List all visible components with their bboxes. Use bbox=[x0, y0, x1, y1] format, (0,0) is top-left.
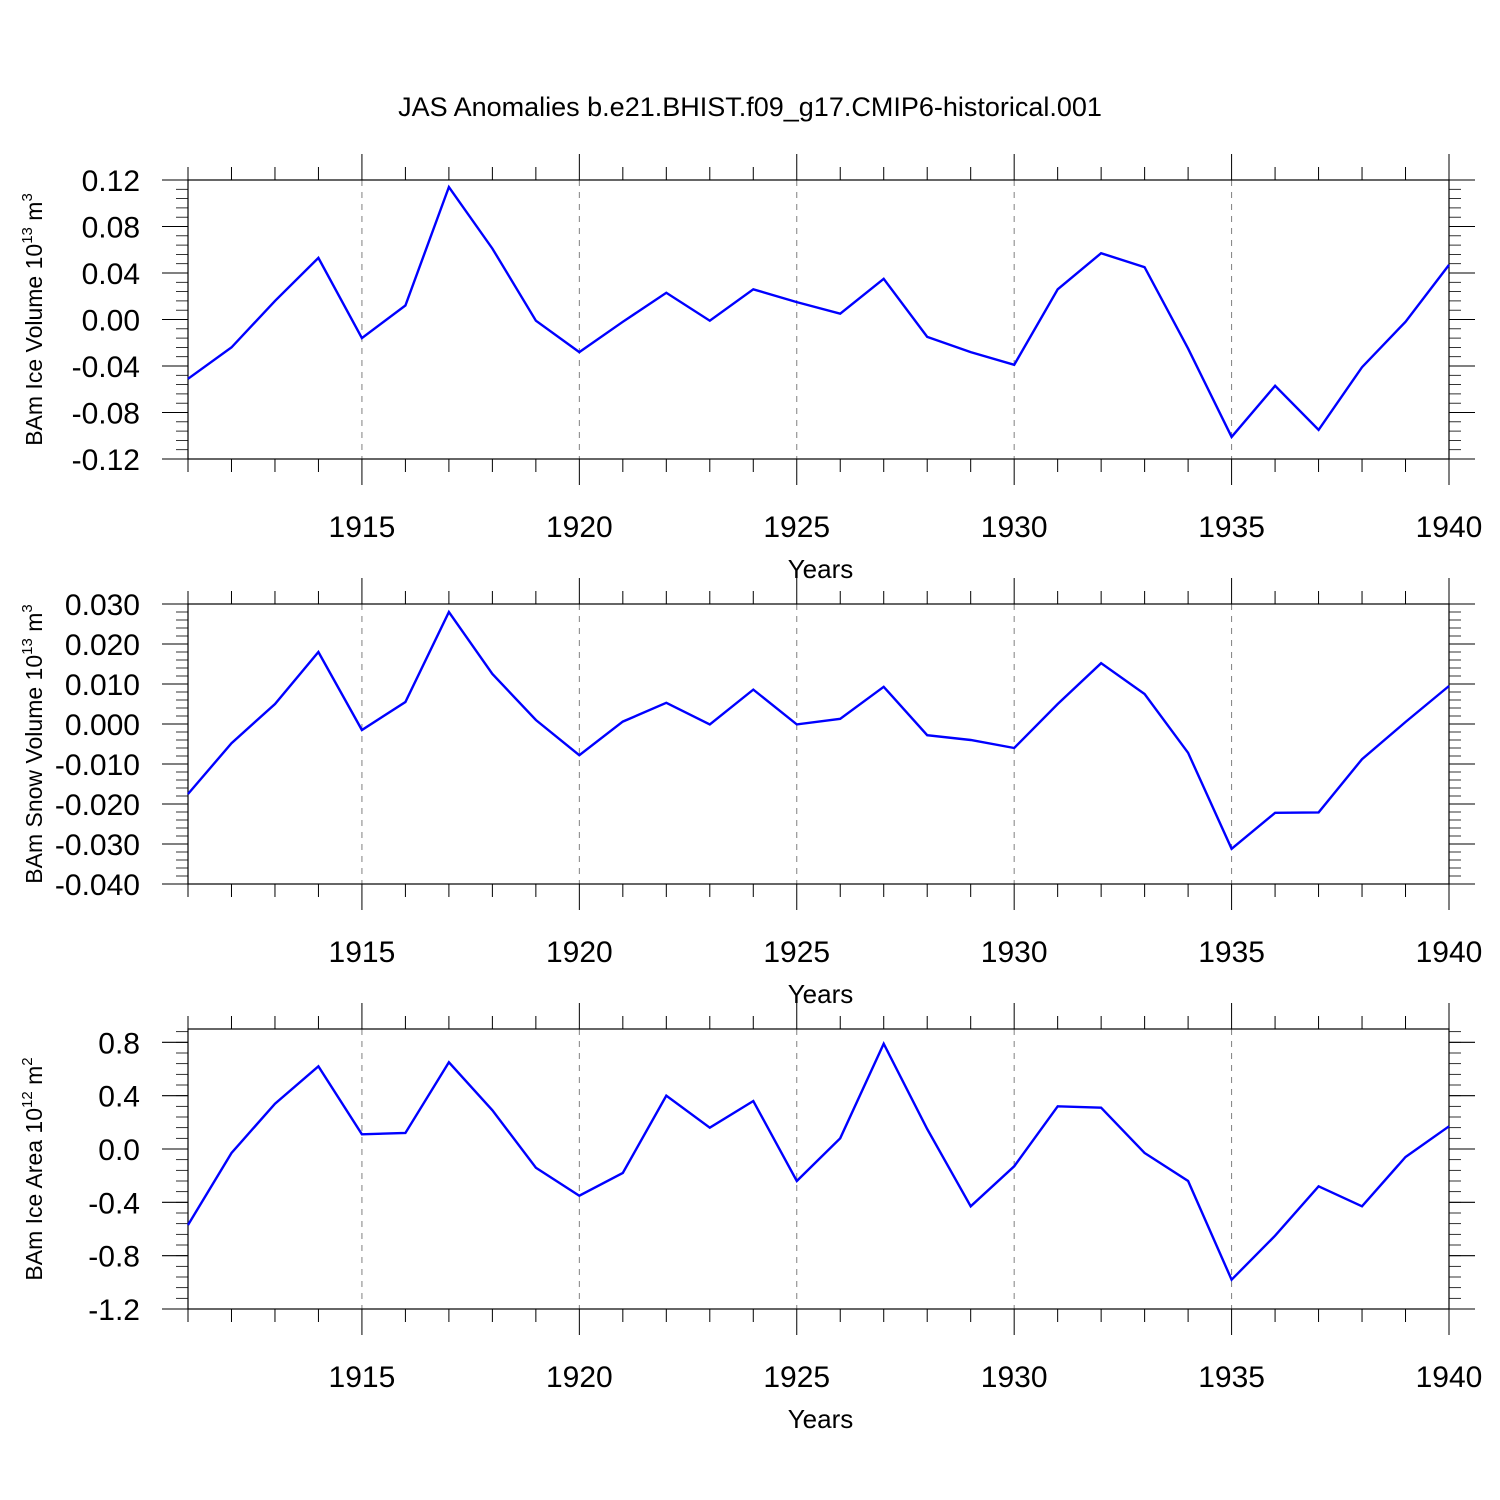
y-tick-label: -0.08 bbox=[72, 398, 140, 431]
y-axis-label: BAm Ice Area 1012 m2 bbox=[19, 1057, 47, 1280]
plot-frame bbox=[187, 1028, 1450, 1310]
y-axis-label-part: 13 bbox=[19, 638, 36, 655]
y-tick-label: 0.04 bbox=[82, 258, 140, 291]
plot-frame bbox=[187, 603, 1450, 885]
y-axis-label-part: 3 bbox=[19, 604, 36, 612]
x-tick-label: 1940 bbox=[1416, 511, 1483, 544]
y-tick-label: 0.000 bbox=[65, 709, 140, 742]
y-tick-label: 0.030 bbox=[65, 589, 140, 622]
y-tick-label: -0.030 bbox=[55, 829, 140, 862]
x-tick-label: 1920 bbox=[546, 936, 613, 969]
y-axis-label: BAm Snow Volume 1013 m3 bbox=[19, 604, 47, 883]
y-tick-label: 0.4 bbox=[98, 1081, 140, 1114]
y-axis-label-part: m bbox=[21, 202, 47, 228]
y-tick-label: 0.00 bbox=[82, 305, 140, 338]
y-tick-label: -0.020 bbox=[55, 789, 140, 822]
y-axis-label-part: 3 bbox=[19, 193, 36, 201]
x-axis-label: Years bbox=[788, 979, 854, 1009]
y-tick-label: 0.8 bbox=[98, 1027, 140, 1060]
series-line bbox=[186, 1040, 1450, 1282]
x-tick-label: 1915 bbox=[329, 936, 396, 969]
x-axis-label: Years bbox=[788, 554, 854, 584]
plot-frame bbox=[187, 179, 1450, 460]
y-axis-label-part: BAm Ice Area 10 bbox=[21, 1108, 47, 1281]
y-tick-label: 0.12 bbox=[82, 165, 140, 198]
chart-panel-3: 0.8 0.4 0.0 -0.4 -0.8 -1.2 1915 1920 1925 1930 193… bbox=[19, 1003, 1482, 1434]
y-tick-label: -0.04 bbox=[72, 351, 140, 384]
x-tick-label: 1930 bbox=[981, 511, 1048, 544]
y-tick-label: -0.12 bbox=[72, 444, 140, 477]
y-axis-label-part: BAm Ice Volume 10 bbox=[21, 244, 47, 446]
x-tick-label: 1925 bbox=[763, 936, 830, 969]
chart-panel-2: 0.030 0.020 0.010 0.000 -0.010 -0.020 -0.030 -0… bbox=[19, 578, 1482, 1009]
figure-title: JAS Anomalies b.e21.BHIST.f09_g17.CMIP6-… bbox=[398, 92, 1102, 122]
x-tick-label: 1940 bbox=[1416, 936, 1483, 969]
y-axis-label-part: BAm Snow Volume 10 bbox=[21, 655, 47, 884]
y-axis-label-part: 12 bbox=[19, 1091, 36, 1108]
x-tick-label: 1925 bbox=[763, 1361, 830, 1394]
x-tick-label: 1930 bbox=[981, 936, 1048, 969]
series-line bbox=[187, 184, 1450, 440]
x-tick-label: 1935 bbox=[1198, 1361, 1265, 1394]
y-axis-label-part: m bbox=[21, 613, 47, 639]
x-tick-label: 1925 bbox=[763, 511, 830, 544]
y-axis-label: BAm Ice Volume 1013 m3 bbox=[19, 193, 47, 446]
y-axis-label-part: 13 bbox=[19, 227, 36, 244]
panels: 0.12 0.08 0.04 0.00 -0.04 -0.08 -0.12 1915 1920 1… bbox=[19, 154, 1482, 1434]
x-tick-label: 1920 bbox=[546, 511, 613, 544]
x-tick-label: 1915 bbox=[329, 1361, 396, 1394]
y-tick-label: 0.010 bbox=[65, 669, 140, 702]
y-tick-label: -0.010 bbox=[55, 749, 140, 782]
x-tick-label: 1935 bbox=[1198, 511, 1265, 544]
x-tick-label: 1915 bbox=[329, 511, 396, 544]
x-tick-label: 1920 bbox=[546, 1361, 613, 1394]
y-tick-label: 0.0 bbox=[98, 1134, 140, 1167]
series-line bbox=[187, 609, 1450, 851]
y-tick-label: 0.08 bbox=[82, 212, 140, 245]
y-tick-label: -1.2 bbox=[88, 1294, 140, 1327]
x-tick-label: 1940 bbox=[1416, 1361, 1483, 1394]
y-tick-label: -0.4 bbox=[88, 1187, 140, 1220]
y-tick-label: -0.040 bbox=[55, 869, 140, 902]
y-tick-label: -0.8 bbox=[88, 1241, 140, 1274]
x-axis-label: Years bbox=[788, 1404, 854, 1434]
chart-panel-1: 0.12 0.08 0.04 0.00 -0.04 -0.08 -0.12 1915 1920 1… bbox=[19, 154, 1482, 584]
x-tick-label: 1930 bbox=[981, 1361, 1048, 1394]
y-axis-label-part: m bbox=[21, 1066, 47, 1092]
x-tick-label: 1935 bbox=[1198, 936, 1265, 969]
y-tick-label: 0.020 bbox=[65, 629, 140, 662]
y-axis-label-part: 2 bbox=[19, 1057, 36, 1065]
